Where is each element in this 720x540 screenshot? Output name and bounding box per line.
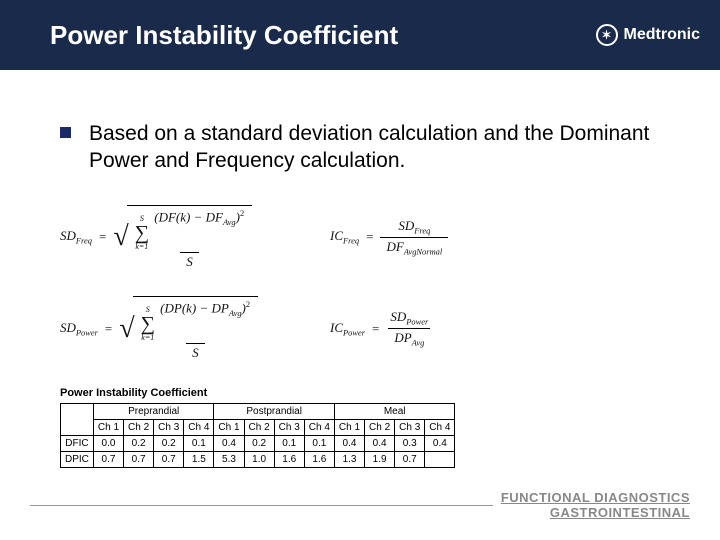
table-caption: Power Instability Coefficient xyxy=(60,387,670,399)
bullet-marker-icon xyxy=(60,127,71,138)
table-channel-header: Ch 3 xyxy=(274,420,304,436)
table-channel-header: Ch 1 xyxy=(334,420,364,436)
table-cell: 1.9 xyxy=(365,452,395,468)
table-cell: 1.5 xyxy=(184,452,214,468)
table-channel-header: Ch 2 xyxy=(124,420,154,436)
table-channel-row: Ch 1Ch 2Ch 3Ch 4Ch 1Ch 2Ch 3Ch 4Ch 1Ch 2… xyxy=(61,420,455,436)
table-cell: 1.6 xyxy=(274,452,304,468)
brand-logo: ✶ Medtronic xyxy=(596,24,700,46)
table-cell: 0.2 xyxy=(244,436,274,452)
table-channel-header: Ch 3 xyxy=(154,420,184,436)
formula-ic-power: ICPower = SDPower DPAvg xyxy=(330,296,530,361)
table-cell: 0.4 xyxy=(334,436,364,452)
title-band: Power Instability Coefficient ✶ Medtroni… xyxy=(0,0,720,70)
table-cell: 0.1 xyxy=(274,436,304,452)
table-cell xyxy=(425,452,455,468)
table-cell: 0.7 xyxy=(395,452,425,468)
table-cell: 0.2 xyxy=(154,436,184,452)
formula-ic-freq: ICFreq = SDFreq DFAvgNormal xyxy=(330,205,530,270)
formula-sd-power: SDPower = √ S ∑ k=1 (DP(k) − DPAvg)2 xyxy=(60,296,300,361)
table-cell: 1.0 xyxy=(244,452,274,468)
table-row-label: DFIC xyxy=(61,436,94,452)
table-cell: 5.3 xyxy=(214,452,244,468)
table-channel-header: Ch 4 xyxy=(425,420,455,436)
footer: FUNCTIONAL DIAGNOSTICS GASTROINTESTINAL xyxy=(30,491,690,520)
table-body: DFIC0.00.20.20.10.40.20.10.10.40.40.30.4… xyxy=(61,436,455,468)
table-group-row: PreprandialPostprandialMeal xyxy=(61,404,455,420)
table-cell: 0.0 xyxy=(93,436,123,452)
table-cell: 0.4 xyxy=(365,436,395,452)
footer-divider xyxy=(30,505,493,506)
table-cell: 0.2 xyxy=(124,436,154,452)
coefficient-table: PreprandialPostprandialMeal Ch 1Ch 2Ch 3… xyxy=(60,403,455,468)
table-channel-header: Ch 2 xyxy=(244,420,274,436)
logo-icon: ✶ xyxy=(596,24,618,46)
footer-text: FUNCTIONAL DIAGNOSTICS GASTROINTESTINAL xyxy=(493,491,690,520)
table-row: DFIC0.00.20.20.10.40.20.10.10.40.40.30.4 xyxy=(61,436,455,452)
table-group-header: Preprandial xyxy=(93,404,214,420)
table-cell: 1.6 xyxy=(304,452,334,468)
table-group-header: Postprandial xyxy=(214,404,335,420)
content-area: Based on a standard deviation calculatio… xyxy=(0,70,720,468)
table-cell: 0.7 xyxy=(93,452,123,468)
bullet-item: Based on a standard deviation calculatio… xyxy=(60,120,670,175)
table-group-header: Meal xyxy=(334,404,455,420)
table-channel-header: Ch 4 xyxy=(184,420,214,436)
table-cell: 0.1 xyxy=(184,436,214,452)
table-channel-header: Ch 3 xyxy=(395,420,425,436)
table-channel-header: Ch 2 xyxy=(365,420,395,436)
table-row-label: DPIC xyxy=(61,452,94,468)
table-cell: 1.3 xyxy=(334,452,364,468)
table-channel-header: Ch 1 xyxy=(214,420,244,436)
bullet-text: Based on a standard deviation calculatio… xyxy=(89,120,670,175)
table-cell: 0.4 xyxy=(214,436,244,452)
table-channel-header: Ch 1 xyxy=(93,420,123,436)
table-cell: 0.4 xyxy=(425,436,455,452)
table-channel-header: Ch 4 xyxy=(304,420,334,436)
coefficient-table-block: Power Instability Coefficient Preprandia… xyxy=(60,387,670,468)
table-cell: 0.3 xyxy=(395,436,425,452)
table-cell: 0.1 xyxy=(304,436,334,452)
table-cell: 0.7 xyxy=(154,452,184,468)
formula-grid: SDFreq = √ S ∑ k=1 (DF(k) − DFAvg)2 xyxy=(60,205,670,362)
formula-sd-freq: SDFreq = √ S ∑ k=1 (DF(k) − DFAvg)2 xyxy=(60,205,300,270)
logo-text: Medtronic xyxy=(624,26,700,44)
table-cell: 0.7 xyxy=(124,452,154,468)
table-row: DPIC0.70.70.71.55.31.01.61.61.31.90.7 xyxy=(61,452,455,468)
slide-title: Power Instability Coefficient xyxy=(50,20,398,51)
